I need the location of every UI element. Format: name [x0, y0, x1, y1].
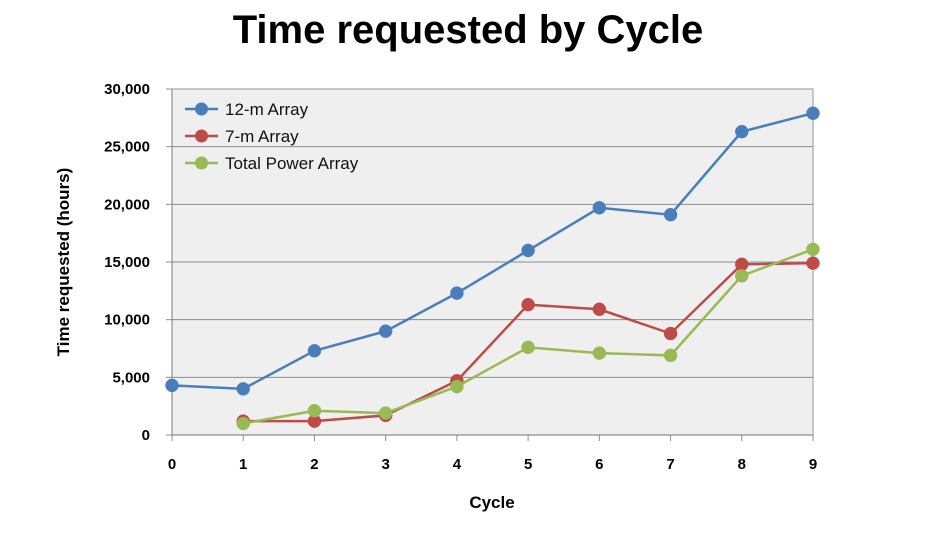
x-tick-label: 6 — [595, 456, 603, 473]
x-tick-label: 1 — [239, 456, 247, 473]
data-point — [663, 207, 678, 222]
data-point — [378, 406, 393, 420]
x-tick-label: 2 — [310, 456, 318, 473]
legend-label: Total Power Array — [225, 154, 359, 173]
axes: 0 5,000 10,000 15,000 20,000 25,000 30,000 0 1 2 3… — [104, 81, 817, 473]
data-point — [806, 106, 820, 120]
data-point — [521, 340, 535, 355]
data-point — [450, 286, 464, 300]
x-axis-label: Cycle — [469, 493, 514, 512]
x-tick-label: 5 — [524, 456, 532, 473]
data-point — [450, 379, 464, 394]
data-point — [521, 297, 535, 312]
series-group — [165, 106, 820, 431]
series-total-power-array — [236, 242, 820, 431]
legend-swatch-marker — [195, 156, 208, 170]
series-12-m-array — [165, 106, 820, 396]
data-point — [806, 242, 820, 257]
data-point — [236, 382, 250, 396]
x-tick-label: 8 — [738, 456, 746, 473]
legend-item: 12-m Array — [185, 100, 309, 119]
data-point — [735, 269, 749, 283]
x-tick-label: 7 — [666, 456, 674, 473]
data-point — [806, 256, 820, 270]
data-point — [735, 124, 749, 139]
y-tick-label: 15,000 — [104, 254, 150, 271]
data-point — [378, 324, 393, 338]
y-tick-label: 25,000 — [104, 139, 150, 156]
data-point — [592, 346, 607, 360]
data-point — [521, 243, 535, 258]
x-tick-label: 0 — [168, 456, 176, 473]
data-point — [165, 378, 179, 393]
data-point — [307, 404, 322, 418]
data-point — [592, 302, 607, 317]
data-point — [663, 326, 678, 341]
data-point — [236, 416, 250, 431]
data-point — [663, 348, 678, 363]
legend-label: 7-m Array — [225, 127, 299, 146]
legend-label: 12-m Array — [225, 100, 309, 119]
legend-swatch-marker — [195, 129, 208, 143]
data-point — [307, 344, 322, 358]
y-axis-label: Time requested (hours) — [54, 168, 73, 357]
chart-title: Time requested by Cycle — [232, 8, 704, 52]
y-tick-label: 5,000 — [112, 369, 150, 386]
x-tick-label: 3 — [381, 456, 389, 473]
x-tick-label: 9 — [809, 456, 817, 473]
y-tick-label: 30,000 — [104, 81, 150, 98]
x-tick-label: 4 — [453, 456, 462, 473]
y-tick-label: 10,000 — [104, 312, 150, 329]
gridlines — [172, 146, 813, 378]
series-line — [171, 112, 814, 391]
data-point — [592, 201, 607, 215]
legend-item: Total Power Array — [185, 154, 359, 173]
y-tick-label: 20,000 — [104, 196, 150, 213]
legend-swatch-marker — [195, 102, 208, 116]
legend-item: 7-m Array — [185, 127, 299, 146]
y-tick-label: 0 — [142, 427, 150, 444]
legend: 12-m Array 7-m Array Total Power Array — [185, 100, 359, 173]
data-point — [735, 257, 749, 272]
